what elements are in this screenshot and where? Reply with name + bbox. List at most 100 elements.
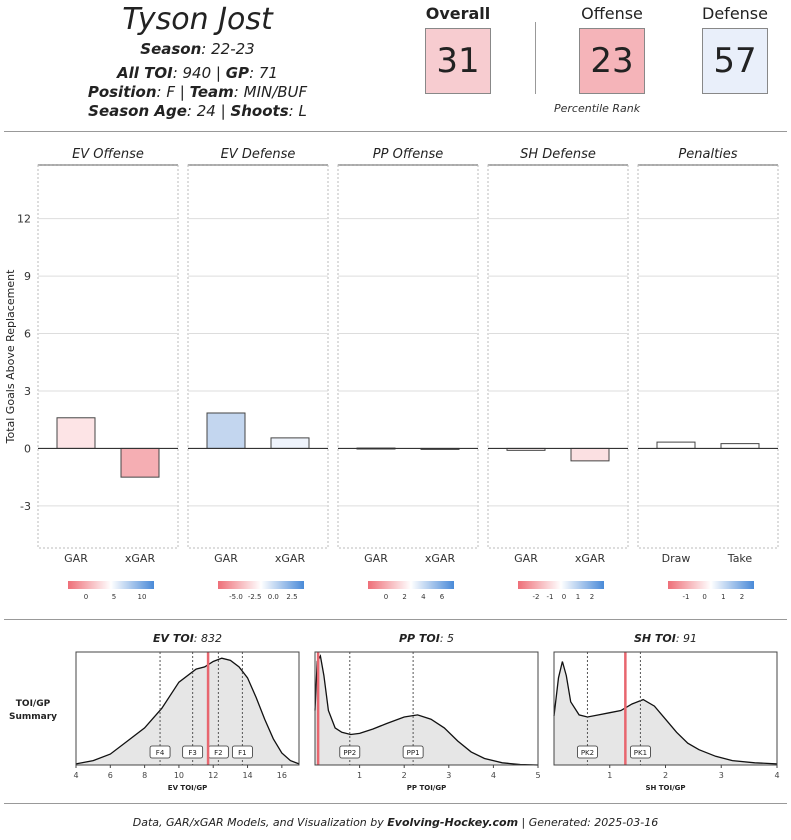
gar-color-legend (668, 581, 754, 589)
toi-role-label: PK1 (634, 749, 647, 757)
gar-y-tick-label: 6 (24, 328, 31, 341)
position-team-line: Position: F | Team: MIN/BUF (87, 83, 308, 101)
toi-role-label: F2 (214, 749, 222, 757)
toi-x-tick-label: 4 (491, 771, 496, 780)
gar-bar (270, 437, 310, 449)
toi-density-area (554, 661, 777, 765)
toi-role-label-box (402, 745, 424, 759)
toi-x-tick-label: 16 (277, 771, 287, 780)
toi-x-axis-title: EV TOI/GP (168, 784, 207, 792)
gar-x-tick-label: GAR (364, 552, 388, 565)
gar-bar (56, 417, 96, 449)
toi-y-label-line2: Summary (9, 712, 57, 722)
toi-x-tick-label: 12 (208, 771, 218, 780)
toi-gp-line: All TOI: 940 | GP: 71 (117, 64, 278, 82)
toi-density-area (315, 656, 538, 765)
gar-x-tick-label: xGAR (125, 552, 156, 565)
gar-legend-tick-label: -5.0 (229, 593, 243, 601)
shoots-value: L (298, 102, 307, 120)
gar-legend-tick-label: 2 (402, 593, 406, 601)
player-name: Tyson Jost (122, 2, 273, 37)
gar-color-legend (68, 581, 154, 589)
toi-role-label: F4 (156, 749, 165, 757)
toi-density-line (75, 657, 300, 765)
age-label: Season Age (88, 102, 187, 120)
gar-x-tick-label: Draw (662, 552, 691, 565)
gar-bar (120, 447, 160, 478)
gar-panel: Penalties Draw Take -1 0 1 2 (637, 147, 779, 601)
toi-panel-title: PP TOI: 5 (399, 632, 454, 645)
toi-role-label-box (231, 745, 253, 759)
toi-x-tick-label: 3 (446, 771, 451, 780)
gar-y-tick-label: 9 (24, 270, 31, 283)
age-value: 24 (196, 102, 216, 120)
toi-density-line (314, 654, 539, 766)
gar-panel: PP Offense GAR xGAR 0 2 4 6 (337, 147, 479, 601)
toi-x-tick-label: 4 (774, 771, 779, 780)
toi-x-tick-label: 10 (174, 771, 184, 780)
gar-color-legend (368, 581, 454, 589)
overall-title: Overall (425, 4, 491, 23)
offense-title: Offense (581, 4, 643, 23)
gar-x-tick-label: Take (727, 552, 753, 565)
toi-y-label-line1: TOI/GP (16, 699, 51, 709)
toi-x-tick-label: 6 (108, 771, 113, 780)
toi-panel: SH TOI: 91 PK2 PK1 1 2 3 4 SH TOI/GP (553, 632, 780, 792)
gar-panel-title: EV Offense (72, 147, 144, 162)
team-label: Team (189, 83, 234, 101)
gar-color-legend (518, 581, 604, 589)
gar-x-tick-label: GAR (214, 552, 238, 565)
gar-legend-tick-label: -2 (533, 593, 540, 601)
header-divider (4, 131, 787, 132)
gar-panel-border (37, 164, 179, 549)
season-line: Season: 22-23 (140, 40, 255, 58)
gar-legend-tick-label: 6 (440, 593, 445, 601)
gar-legend-tick-label: 2 (590, 593, 594, 601)
gar-x-tick-label: xGAR (575, 552, 606, 565)
defense-rating-box: 57 (702, 28, 768, 94)
gar-panel-border (637, 164, 779, 549)
toi-x-axis-title: SH TOI/GP (645, 784, 685, 792)
rating-separator (535, 22, 536, 94)
toi-x-tick-label: 1 (607, 771, 612, 780)
gar-panel-title: Penalties (678, 147, 737, 162)
season-value: 22-23 (211, 40, 255, 58)
gar-legend-tick-label: 4 (421, 593, 426, 601)
toi-panel-title: SH TOI: 91 (634, 632, 697, 645)
toi-role-label: PP2 (343, 749, 356, 757)
gar-legend-tick-label: 0 (562, 593, 566, 601)
footer-suffix: | Generated: 2025-03-16 (518, 816, 659, 829)
gar-x-tick-label: GAR (514, 552, 538, 565)
gar-legend-tick-label: 0 (84, 593, 88, 601)
gar-legend-tick-label: 2 (740, 593, 744, 601)
gar-y-axis-title: Total Goals Above Replacement (4, 269, 17, 444)
gar-x-tick-label: xGAR (275, 552, 306, 565)
toi-panel-frame (75, 651, 300, 766)
toi-role-label: F1 (238, 749, 246, 757)
gar-y-tick-label: 0 (24, 442, 31, 455)
gar-panel-border (337, 164, 479, 549)
footer-divider (4, 803, 787, 804)
gar-panel: EV Offense GAR xGAR 0 5 10 (37, 147, 179, 601)
gar-legend-tick-label: 1 (721, 593, 725, 601)
toi-panel-frame (314, 651, 539, 766)
toi-density-line (553, 661, 778, 765)
toi-x-tick-label: 8 (142, 771, 147, 780)
position-label: Position (87, 83, 157, 101)
footer-prefix: Data, GAR/xGAR Models, and Visualization… (132, 816, 388, 829)
gp-value: 71 (258, 64, 278, 82)
toi-role-label: PK2 (581, 749, 594, 757)
toi-panel: PP TOI: 5 PP2 PP1 1 2 3 4 5 PP TOI/GP (314, 632, 541, 792)
offense-rating-box: 23 (579, 28, 645, 94)
toi-panel: EV TOI: 832 F4 F3 F2 F1 4 6 8 10 12 14 16 EV TOI/GP (73, 632, 300, 792)
gar-y-tick-label: 3 (24, 385, 31, 398)
toi-x-tick-label: 2 (402, 771, 407, 780)
toi-x-tick-label: 5 (535, 771, 540, 780)
toi-role-label-box (577, 745, 598, 759)
gar-color-legend (218, 581, 304, 589)
gar-panel-title: SH Defense (520, 147, 596, 162)
toi-x-tick-label: 3 (719, 771, 724, 780)
toi-x-tick-label: 2 (663, 771, 668, 780)
gp-label: GP (225, 64, 250, 82)
toi-x-axis-title: PP TOI/GP (407, 784, 446, 792)
